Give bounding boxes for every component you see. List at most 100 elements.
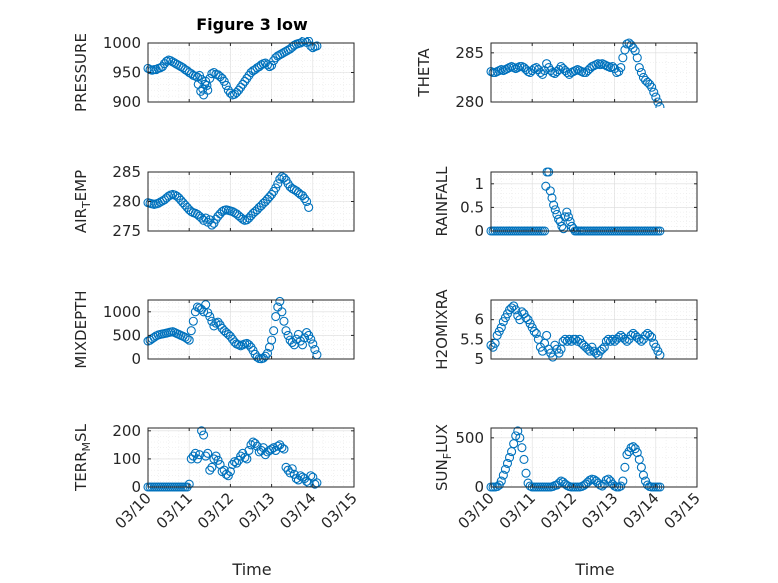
data-point — [306, 471, 316, 481]
data-point — [583, 344, 593, 354]
data-point — [547, 193, 557, 203]
x-tick-label: 03/15 — [318, 489, 361, 532]
data-point — [626, 330, 636, 340]
data-point — [201, 213, 211, 223]
data-point — [649, 87, 659, 97]
data-point — [622, 449, 632, 460]
data-point — [267, 444, 277, 454]
x-tick-label: 03/11 — [153, 489, 196, 532]
data-point — [562, 336, 572, 346]
data-point — [310, 479, 320, 489]
data-point — [279, 444, 289, 454]
x-tick-label: 03/11 — [496, 489, 539, 532]
y-tick-label: 100 — [112, 450, 141, 468]
panel-mixdepth: 0 500 1000 MIXDEPTH — [72, 290, 355, 369]
data-point — [242, 454, 252, 464]
x-tick-label: 03/12 — [194, 489, 237, 532]
data-point — [225, 88, 235, 98]
data-point — [256, 60, 266, 70]
axes-frame — [147, 427, 355, 488]
series-airtemp — [143, 172, 314, 230]
data-point — [232, 458, 242, 468]
y-tick-label: 280 — [112, 193, 141, 211]
data-point — [197, 426, 207, 436]
data-point — [564, 334, 574, 344]
data-point — [199, 215, 209, 225]
y-tick-label: 285 — [112, 163, 141, 181]
y-tick-label: 0 — [474, 478, 484, 496]
y-axis-label-terr: TERRMSL — [72, 423, 93, 492]
data-point — [640, 330, 651, 340]
data-point — [283, 465, 293, 475]
data-point — [304, 202, 314, 212]
data-point — [205, 311, 215, 322]
data-point — [269, 326, 279, 336]
y-tick-label: 6 — [474, 311, 484, 329]
data-point — [607, 334, 618, 344]
data-point — [246, 440, 256, 450]
data-point — [209, 218, 219, 228]
data-point — [632, 53, 642, 63]
x-axis-label-left: Time — [231, 560, 271, 579]
data-point — [223, 471, 233, 481]
data-point — [207, 316, 217, 326]
data-point — [207, 69, 217, 79]
series-theta — [486, 38, 665, 108]
data-point — [597, 344, 607, 354]
data-point — [219, 76, 229, 86]
data-point — [545, 186, 555, 196]
data-point — [273, 179, 283, 189]
x-tick-label: 03/14 — [276, 489, 319, 532]
data-point — [599, 342, 609, 352]
panel-theta: 280 285 THETA — [415, 38, 698, 111]
data-point — [308, 339, 318, 349]
data-point — [496, 322, 506, 333]
panel-sunflux: 050003/1003/1103/1203/1303/1403/15SUNFLU… — [433, 424, 704, 532]
y-axis-label-theta: THETA — [415, 48, 433, 98]
data-point — [306, 334, 316, 344]
data-point — [277, 443, 287, 453]
data-point — [562, 67, 572, 78]
data-point — [304, 37, 314, 46]
data-point — [161, 56, 172, 66]
data-point — [302, 196, 312, 207]
axes-frame — [490, 42, 698, 103]
data-point — [281, 326, 291, 336]
series-terr — [143, 426, 322, 492]
data-point — [194, 70, 205, 80]
data-point — [542, 330, 552, 340]
y-tick-label: 0 — [474, 222, 484, 240]
data-point — [275, 174, 285, 184]
x-tick-label: 03/15 — [661, 489, 704, 532]
data-point — [182, 334, 192, 344]
data-point — [638, 470, 648, 480]
data-point — [205, 465, 215, 475]
data-point — [271, 311, 281, 322]
y-tick-label: 500 — [455, 429, 484, 447]
x-axis-label-right: Time — [574, 560, 614, 579]
y-tick-label: 200 — [112, 422, 141, 440]
data-point — [184, 335, 194, 345]
axes-frame — [490, 299, 698, 360]
data-point — [560, 212, 570, 222]
data-point — [567, 221, 577, 231]
series-h2omixra — [486, 301, 665, 362]
data-point — [634, 63, 644, 73]
y-tick-label: 950 — [112, 64, 141, 82]
data-point — [273, 441, 283, 451]
data-point — [229, 457, 240, 467]
y-tick-label: 900 — [112, 93, 141, 111]
y-tick-label: 5.5 — [460, 330, 484, 348]
data-point — [562, 207, 572, 217]
y-tick-label: 1 — [474, 175, 484, 193]
data-point — [550, 205, 560, 215]
y-tick-label: 0.5 — [460, 198, 484, 216]
y-axis-label-sunflux: SUNFLUX — [433, 424, 454, 491]
y-tick-label: 0 — [131, 478, 141, 496]
panel-rainfall: 0 0.5 1 RAINFALL — [433, 166, 698, 240]
data-point — [277, 307, 287, 317]
data-point — [643, 480, 653, 490]
data-point — [267, 60, 277, 70]
